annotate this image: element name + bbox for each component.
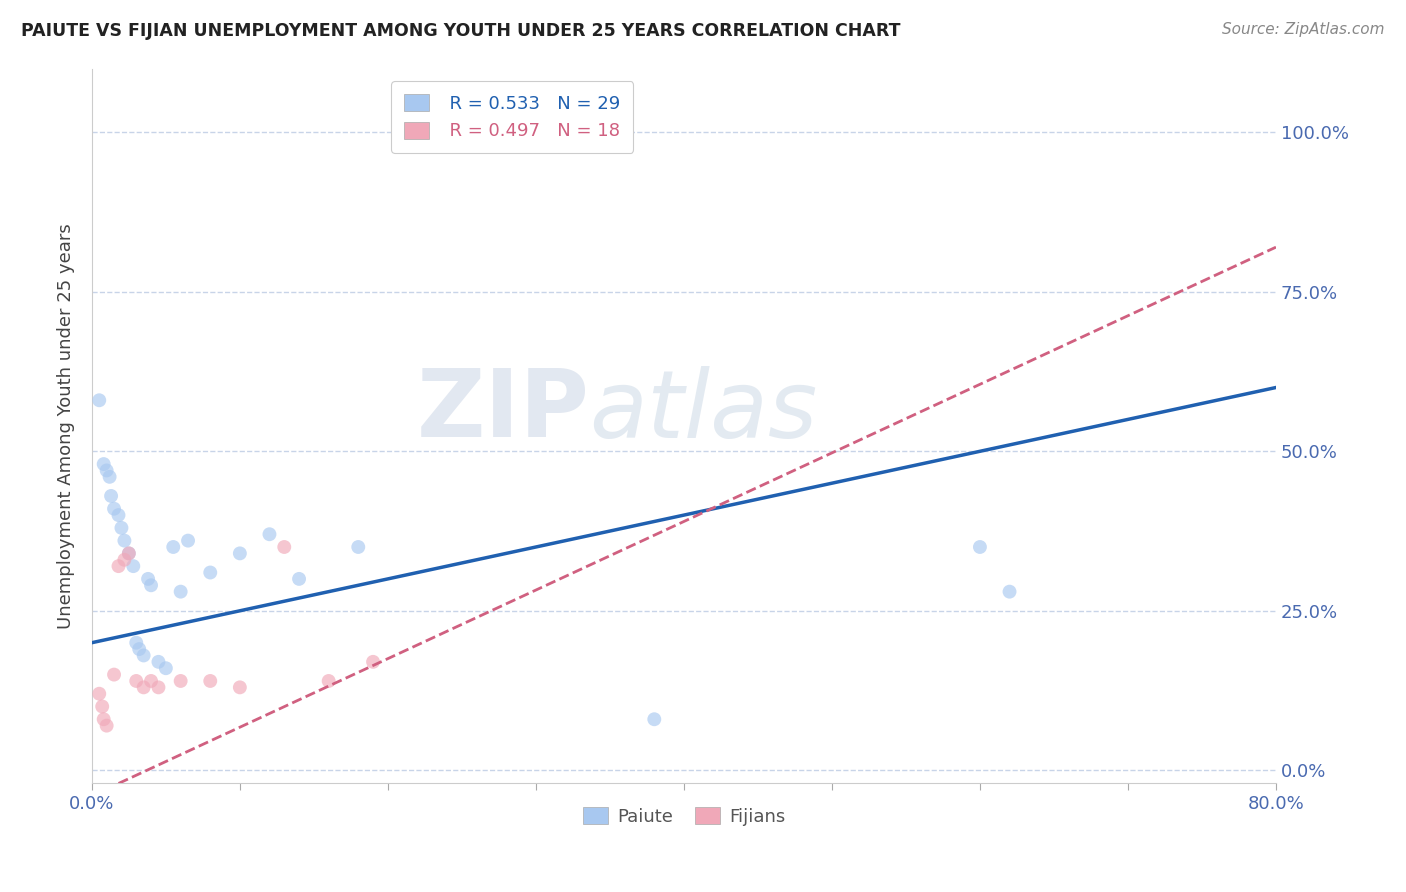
Point xyxy=(643,712,665,726)
Legend: Paiute, Fijians: Paiute, Fijians xyxy=(574,797,794,835)
Text: Source: ZipAtlas.com: Source: ZipAtlas.com xyxy=(1222,22,1385,37)
Point xyxy=(100,489,122,503)
Point xyxy=(122,559,145,574)
Point xyxy=(132,648,155,663)
Y-axis label: Unemployment Among Youth under 25 years: Unemployment Among Youth under 25 years xyxy=(58,223,75,629)
Point xyxy=(169,584,191,599)
Text: atlas: atlas xyxy=(589,366,817,457)
Point xyxy=(229,681,252,695)
Point xyxy=(91,699,114,714)
Point xyxy=(200,673,222,688)
Point xyxy=(128,642,150,657)
Point xyxy=(110,521,132,535)
Point xyxy=(107,508,129,522)
Point xyxy=(177,533,200,548)
Point xyxy=(148,681,170,695)
Point xyxy=(118,546,141,560)
Point xyxy=(93,457,115,471)
Point xyxy=(139,673,162,688)
Point xyxy=(347,540,370,554)
Point xyxy=(288,572,311,586)
Point xyxy=(155,661,177,675)
Point xyxy=(112,533,135,548)
Point xyxy=(273,540,295,554)
Point xyxy=(112,553,135,567)
Point xyxy=(93,712,115,726)
Point xyxy=(148,655,170,669)
Point xyxy=(107,559,129,574)
Point xyxy=(169,673,191,688)
Point xyxy=(998,584,1021,599)
Point xyxy=(89,687,111,701)
Point xyxy=(89,393,111,408)
Point xyxy=(361,655,384,669)
Point xyxy=(96,718,118,732)
Text: ZIP: ZIP xyxy=(416,366,589,458)
Point xyxy=(162,540,184,554)
Point xyxy=(136,572,159,586)
Point xyxy=(125,636,148,650)
Point xyxy=(125,673,148,688)
Point xyxy=(103,667,125,681)
Point xyxy=(969,540,991,554)
Point xyxy=(139,578,162,592)
Point xyxy=(103,501,125,516)
Point xyxy=(259,527,281,541)
Point xyxy=(132,681,155,695)
Point xyxy=(98,470,121,484)
Point xyxy=(229,546,252,560)
Point xyxy=(118,546,141,560)
Point xyxy=(96,463,118,477)
Point xyxy=(318,673,340,688)
Point xyxy=(200,566,222,580)
Text: PAIUTE VS FIJIAN UNEMPLOYMENT AMONG YOUTH UNDER 25 YEARS CORRELATION CHART: PAIUTE VS FIJIAN UNEMPLOYMENT AMONG YOUT… xyxy=(21,22,901,40)
